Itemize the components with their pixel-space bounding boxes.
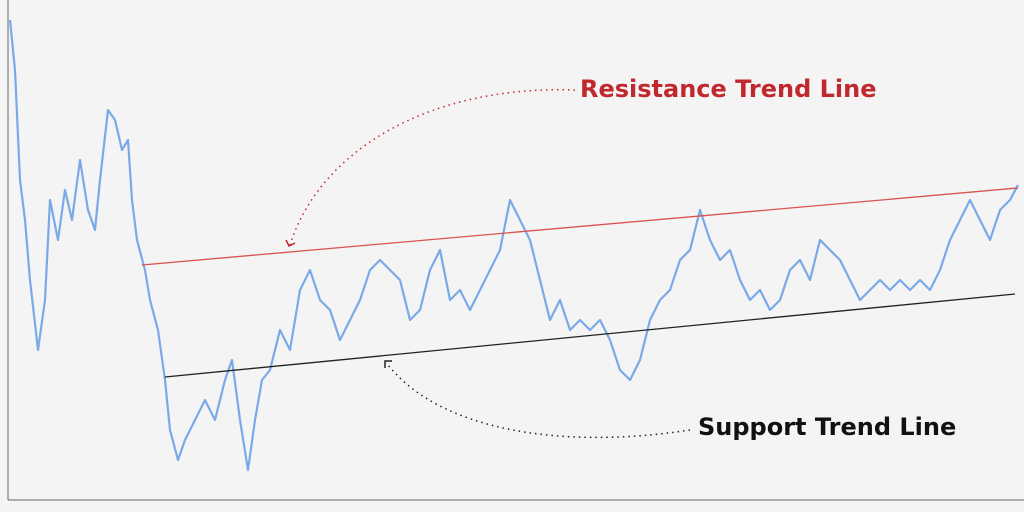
trend-line <box>141 187 1019 266</box>
support-label: Support Trend Line <box>698 413 956 441</box>
resistance-pointer <box>289 89 576 246</box>
resistance-label: Resistance Trend Line <box>580 75 877 103</box>
support-arrowhead <box>384 360 392 368</box>
trend-line <box>164 293 1016 378</box>
price-line <box>8 19 1019 472</box>
support-pointer <box>387 364 691 439</box>
resistance-arrowhead <box>285 239 296 248</box>
